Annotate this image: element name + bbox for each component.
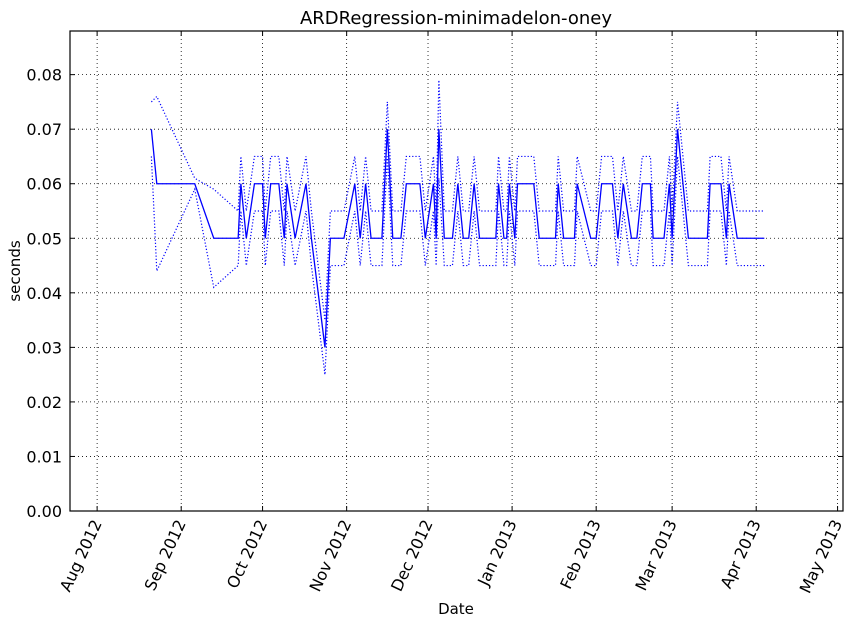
chart-title: ARDRegression-minimadelon-oney	[300, 8, 612, 29]
plot-frame	[69, 30, 844, 512]
y-tick-label: 0.05	[26, 229, 62, 248]
y-tick-label: 0.08	[26, 66, 62, 85]
y-tick-label: 0.02	[26, 393, 62, 412]
y-tick-label: 0.01	[26, 447, 62, 466]
data-line	[150, 80, 765, 321]
y-tick-label: 0.06	[26, 175, 62, 194]
data-line	[150, 156, 765, 375]
y-axis-label: seconds	[6, 240, 24, 301]
x-axis-label: Date	[438, 600, 474, 618]
y-tick-label: 0.04	[26, 284, 62, 303]
y-tick-label: 0.00	[26, 502, 62, 521]
y-tick-label: 0.07	[26, 120, 62, 139]
data-line	[150, 129, 765, 348]
y-tick-label: 0.03	[26, 338, 62, 357]
